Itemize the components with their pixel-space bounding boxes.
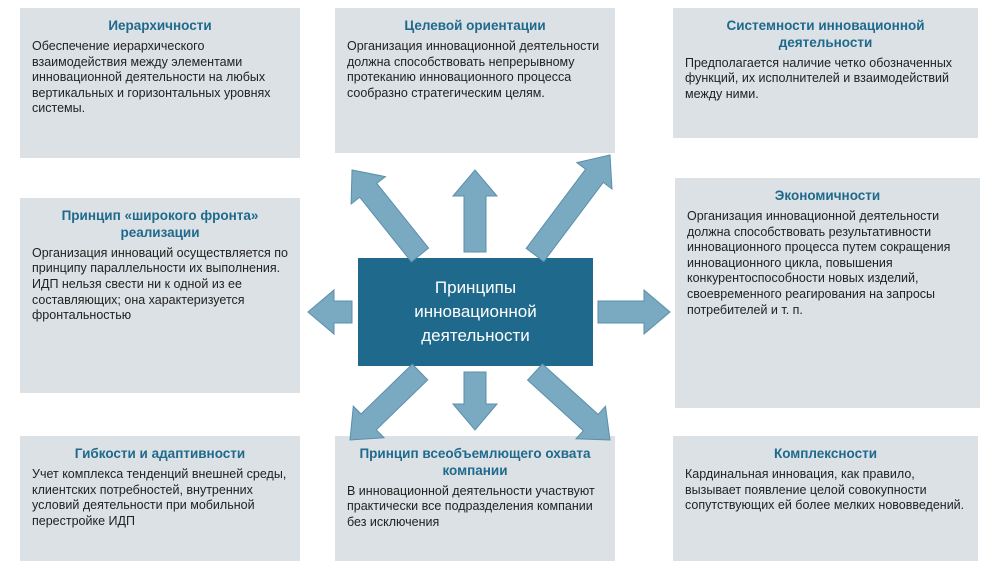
box-economy: Экономичности Организация инновационной … [675, 178, 980, 408]
box-title: Принцип всеобъемлющего охвата компании [347, 446, 603, 480]
box-title: Системности инновационной деятельности [685, 18, 966, 52]
box-body: Кардинальная инновация, как правило, выз… [685, 467, 966, 514]
box-body: В инновационной деятельности участвуют п… [347, 484, 603, 531]
box-wide-front: Принцип «широкого фронта» реализации Орг… [20, 198, 300, 393]
arrow-to-tl [351, 170, 429, 262]
box-body: Учет комплекса тенденций внешней среды, … [32, 467, 288, 530]
center-text: Принципы инновационной деятельности [378, 276, 573, 347]
box-systemic: Системности инновационной деятельности П… [673, 8, 978, 138]
arrow-to-br [528, 364, 610, 440]
box-flexibility: Гибкости и адаптивности Учет комплекса т… [20, 436, 300, 561]
box-hierarchy: Иерархичности Обеспечение иерархического… [20, 8, 300, 158]
box-title: Комплексности [685, 446, 966, 463]
box-title: Иерархичности [32, 18, 288, 35]
arrow-to-tr [526, 155, 612, 262]
arrow-to-ml [308, 290, 352, 334]
box-coverage: Принцип всеобъемлющего охвата компании В… [335, 436, 615, 561]
box-body: Обеспечение иерархического взаимодействи… [32, 39, 288, 117]
arrow-to-bc [453, 372, 497, 430]
arrow-to-mr [598, 290, 670, 334]
box-title: Гибкости и адаптивности [32, 446, 288, 463]
arrow-to-tc [453, 170, 497, 252]
arrow-to-bl [350, 364, 428, 440]
box-goal-orientation: Целевой ориентации Организация инновацио… [335, 8, 615, 153]
box-title: Экономичности [687, 188, 968, 205]
box-body: Организация инноваций осуществляется по … [32, 246, 288, 324]
box-body: Организация инновационной деятельности д… [347, 39, 603, 102]
center-box: Принципы инновационной деятельности [358, 258, 593, 366]
box-complexity: Комплексности Кардинальная инновация, ка… [673, 436, 978, 561]
box-body: Организация инновационной деятельности д… [687, 209, 968, 318]
box-title: Целевой ориентации [347, 18, 603, 35]
box-title: Принцип «широкого фронта» реализации [32, 208, 288, 242]
box-body: Предполагается наличие четко обозначенны… [685, 56, 966, 103]
